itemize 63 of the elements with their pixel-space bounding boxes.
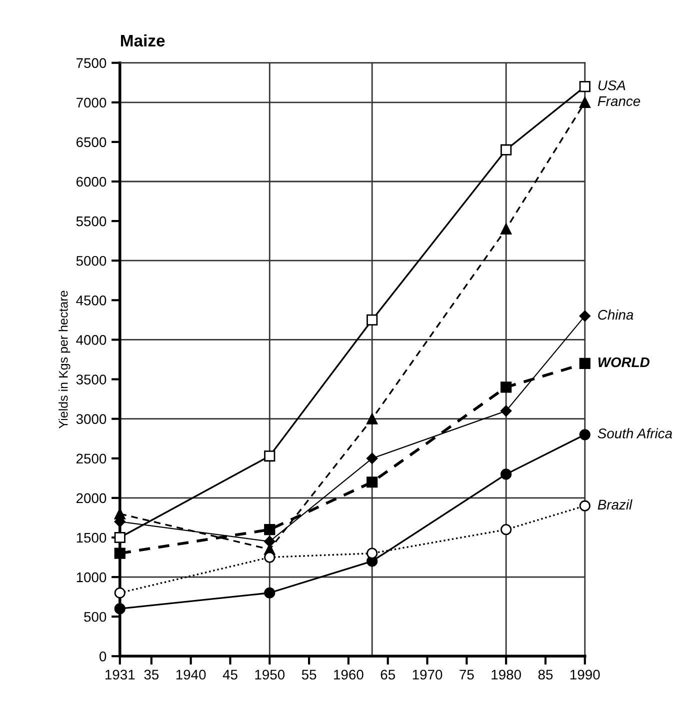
point [264,552,276,563]
y-tick-label: 2000 [76,493,106,504]
series-label: WORLD [598,357,650,368]
point [366,452,378,464]
y-tick-label: 5000 [76,256,106,266]
point [579,81,590,92]
point [114,603,126,614]
x-tick-label: 1970 [412,670,442,680]
y-tick-label: 3000 [76,414,106,424]
y-tick-label: 4000 [76,335,106,345]
y-axis-title: Yields in Kgs per hectare [58,290,70,428]
x-tick-label: 85 [538,670,553,680]
y-tick-label: 1000 [76,572,106,582]
y-tick-label: 2500 [76,454,106,464]
y-tick-label: 7000 [76,98,106,108]
x-tick-label: 1940 [176,670,206,680]
point [366,548,378,559]
series-label: South Africa [598,428,672,438]
series-label: France [598,96,640,106]
point [579,310,590,322]
y-tick-label: 6500 [76,137,106,148]
x-tick-label: 75 [460,670,474,680]
y-tick-label: 0 [100,652,106,662]
x-tick-label: 65 [380,670,395,680]
chart-title: Maize [121,34,165,47]
x-tick-label: 1990 [570,670,600,680]
point [500,524,512,536]
x-tick-label: 45 [222,670,238,680]
point [500,382,512,393]
y-tick-label: 4500 [76,296,106,306]
x-tick-label: 35 [144,670,159,680]
point [579,500,590,512]
point [264,587,276,598]
y-tick-label: 500 [84,612,106,622]
point [114,532,126,544]
point [264,450,276,462]
point [366,413,378,424]
point [500,468,512,480]
point [579,429,590,440]
point [264,536,276,548]
point [579,96,590,108]
y-tick-label: 3500 [76,374,106,384]
x-tick-label: 1950 [255,670,285,680]
series-label: Brazil [598,499,632,510]
y-tick-label: 6000 [76,176,106,187]
series-label: USA [598,80,626,90]
point [114,548,126,559]
series-label: China [598,310,634,320]
point [579,358,590,370]
y-tick-label: 7500 [76,58,106,68]
y-tick-label: 1500 [76,532,106,543]
point [500,144,512,156]
point [500,223,512,235]
point [264,524,276,536]
x-tick-label: 1960 [334,670,364,680]
point [114,587,126,598]
x-tick-label: 55 [302,670,316,680]
x-tick-label: 1980 [492,670,521,680]
y-tick-label: 5500 [76,216,106,226]
point [366,314,378,326]
point [366,476,378,488]
point [500,405,512,417]
x-tick-label: 1931 [106,670,135,680]
